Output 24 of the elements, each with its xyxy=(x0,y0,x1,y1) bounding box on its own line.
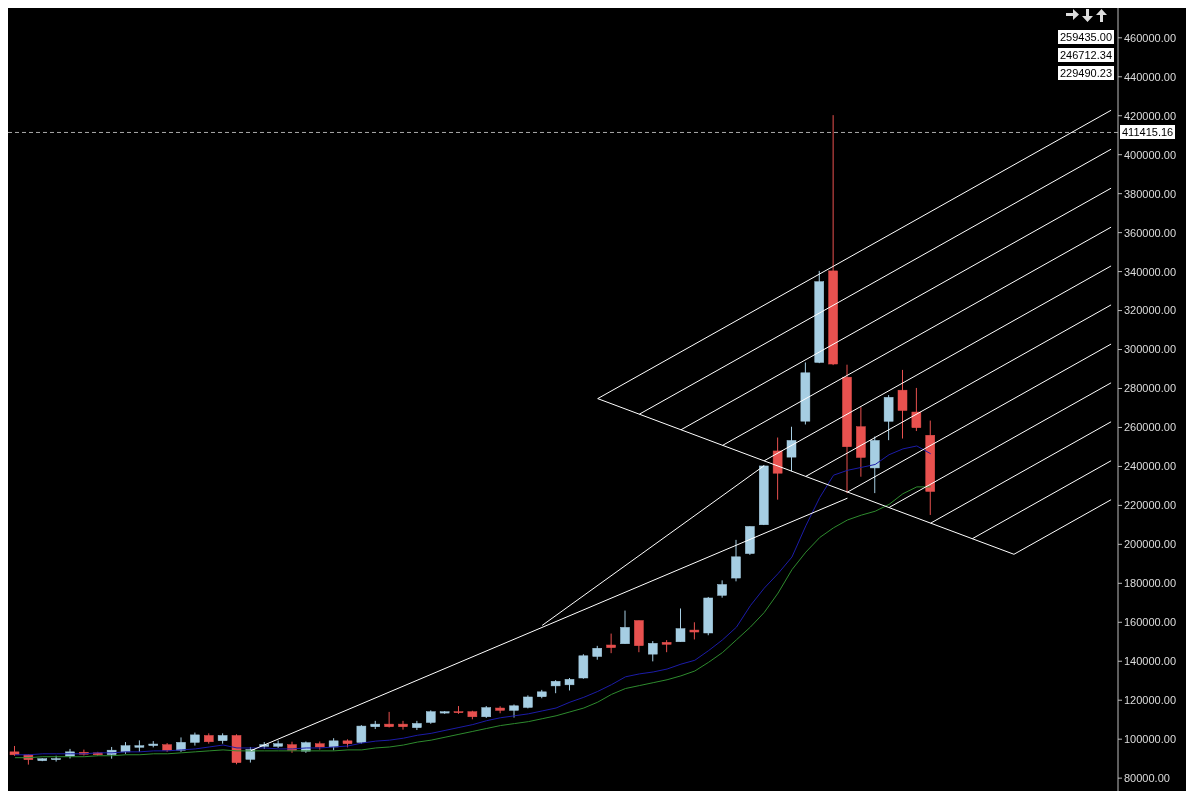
annotation: 259435.00 xyxy=(1058,30,1114,44)
y-tick-label: 180000.00 xyxy=(1124,577,1176,590)
y-tick-label: 240000.00 xyxy=(1124,460,1176,473)
y-tick-label: 80000.00 xyxy=(1124,772,1170,785)
annotation: 229490.23 xyxy=(1058,66,1114,80)
y-tick-label: 400000.00 xyxy=(1124,148,1176,161)
y-tick-label: 360000.00 xyxy=(1124,226,1176,239)
y-tick-label: 280000.00 xyxy=(1124,382,1176,395)
y-tick-label: 440000.00 xyxy=(1124,70,1176,83)
y-tick-label: 140000.00 xyxy=(1124,655,1176,668)
y-tick-label: 100000.00 xyxy=(1124,733,1176,746)
y-tick-label: 200000.00 xyxy=(1124,538,1176,551)
y-tick-label: 220000.00 xyxy=(1124,499,1176,512)
y-tick-label: 300000.00 xyxy=(1124,343,1176,356)
y-tick-label: 260000.00 xyxy=(1124,421,1176,434)
y-tick-label: 340000.00 xyxy=(1124,265,1176,278)
y-tick-label: 160000.00 xyxy=(1124,616,1176,629)
y-tick-label: 320000.00 xyxy=(1124,304,1176,317)
y-tick-label: 120000.00 xyxy=(1124,694,1176,707)
annotation: 246712.34 xyxy=(1058,48,1114,62)
y-tick-label: 460000.00 xyxy=(1124,31,1176,44)
ref-line-label: 411415.16 xyxy=(1120,125,1176,140)
y-tick-label: 420000.00 xyxy=(1124,109,1176,122)
y-tick-label: 380000.00 xyxy=(1124,187,1176,200)
